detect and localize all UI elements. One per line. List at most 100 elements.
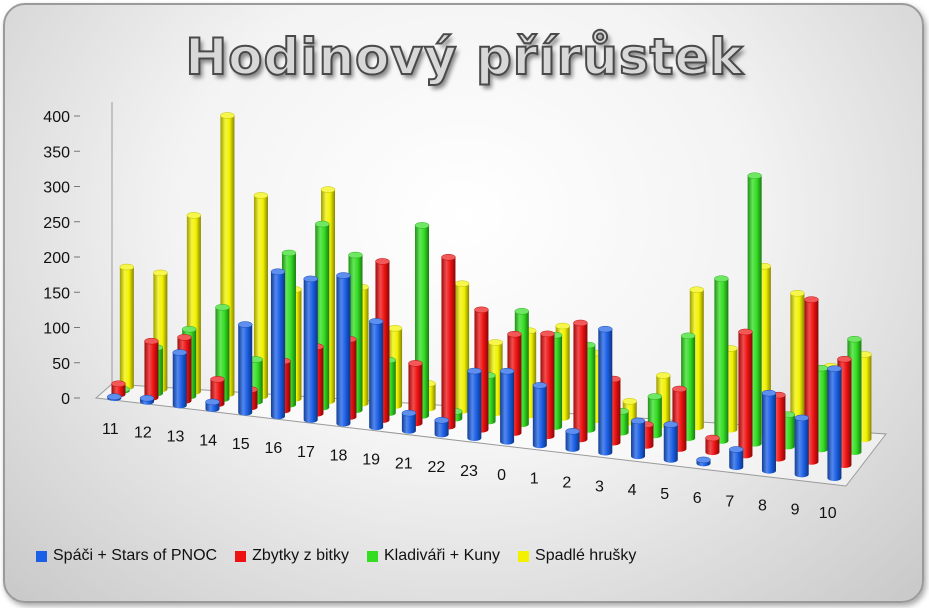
bar-2-6 xyxy=(705,434,720,456)
bar-1-13 xyxy=(172,349,188,409)
bar-top xyxy=(172,349,188,356)
legend-label-0: Spáči + Stars of PNOC xyxy=(53,547,218,564)
bar-1-15 xyxy=(237,321,253,416)
bar-body xyxy=(705,438,720,456)
bar-top xyxy=(514,308,530,315)
bar-top xyxy=(320,186,336,193)
bar-top xyxy=(837,355,852,363)
bar-top xyxy=(499,367,515,375)
bar-body xyxy=(663,424,678,463)
legend-item-3: Spadlé hrušky xyxy=(518,547,636,565)
bar-body xyxy=(729,449,744,471)
bar-top xyxy=(804,296,819,303)
bar-top xyxy=(387,325,403,332)
bar-top xyxy=(540,330,555,338)
bar-4-15 xyxy=(253,192,269,400)
y-tick-label: 0 xyxy=(61,391,70,408)
x-tick-label: 12 xyxy=(134,425,152,442)
bar-top xyxy=(507,330,522,338)
bar-top xyxy=(348,251,363,259)
bar-body xyxy=(238,324,253,416)
bar-top xyxy=(747,172,762,179)
bar-body xyxy=(455,283,470,414)
x-tick-label: 21 xyxy=(395,455,413,472)
bar-top xyxy=(647,393,663,400)
bar-1-14 xyxy=(205,398,220,413)
legend: Spáči + Stars of PNOC Zbytky z bitky Kla… xyxy=(36,545,636,567)
x-tick-label: 13 xyxy=(167,429,185,446)
bar-2-12 xyxy=(144,337,159,401)
bar-top xyxy=(253,192,269,199)
bar-body xyxy=(790,293,805,438)
bar-top xyxy=(111,380,126,388)
bar-body xyxy=(532,385,547,449)
y-tick-label: 50 xyxy=(52,356,70,373)
x-tick-label: 22 xyxy=(427,459,445,476)
bar-top xyxy=(794,414,809,422)
bar-top xyxy=(303,275,318,283)
bar-top xyxy=(696,456,711,464)
x-tick-label: 16 xyxy=(264,440,282,457)
bar-4-11 xyxy=(119,263,135,390)
bar-top xyxy=(630,417,646,425)
legend-label-2: Kladiváři + Kuny xyxy=(383,547,501,564)
bar-top xyxy=(656,372,671,379)
bar-body xyxy=(401,413,416,434)
bar-1-4 xyxy=(630,417,646,460)
bar-top xyxy=(663,421,679,428)
bar-top xyxy=(847,335,862,343)
bar-body xyxy=(761,393,776,474)
bar-top xyxy=(215,304,230,311)
bar-1-8 xyxy=(761,389,777,474)
bar-body xyxy=(434,420,449,438)
bar-2-2 xyxy=(573,319,588,443)
bar-top xyxy=(467,367,482,375)
x-tick-label: 9 xyxy=(791,501,800,518)
bar-1-1 xyxy=(532,382,548,449)
bar-body xyxy=(598,329,613,456)
legend-item-0: Spáči + Stars of PNOC xyxy=(36,547,217,565)
bar-body xyxy=(336,275,351,427)
legend-label-3: Spadlé hrušky xyxy=(535,547,637,564)
bar-1-18 xyxy=(336,272,351,427)
bar-top xyxy=(139,394,155,402)
bar-top xyxy=(210,376,225,383)
bar-1-17 xyxy=(303,275,318,423)
bar-body xyxy=(467,371,482,442)
legend-item-1: Zbytky z bitky xyxy=(235,547,349,565)
y-tick-label: 150 xyxy=(43,285,70,302)
bar-1-7 xyxy=(728,446,744,471)
bar-top xyxy=(408,360,423,367)
bar-4-22 xyxy=(454,280,470,414)
bar-top xyxy=(153,269,168,277)
bar-1-22 xyxy=(434,417,449,438)
bar-top xyxy=(532,382,548,389)
bar-body xyxy=(827,368,842,481)
x-tick-label: 4 xyxy=(628,482,637,499)
x-tick-label: 19 xyxy=(362,452,380,469)
legend-item-2: Kladiváři + Kuny xyxy=(366,547,501,565)
y-tick-label: 200 xyxy=(43,250,70,267)
x-tick-label: 5 xyxy=(660,486,669,503)
bar-1-2 xyxy=(565,428,580,452)
bar-top xyxy=(573,319,588,327)
bar-body xyxy=(565,431,580,452)
bar-1-9 xyxy=(794,414,809,478)
bar-top xyxy=(672,385,687,393)
bar-body xyxy=(794,417,809,478)
bar-2-11 xyxy=(111,380,126,398)
bar-top xyxy=(474,306,489,314)
bar-body xyxy=(738,331,753,459)
bar-1-6 xyxy=(696,456,711,467)
x-tick-label: 17 xyxy=(297,444,315,461)
bar-1-0 xyxy=(499,367,515,445)
bar-1-16 xyxy=(270,268,286,420)
bar-body xyxy=(369,321,384,431)
bar-body xyxy=(303,278,318,423)
bar-1-21 xyxy=(401,409,417,434)
bar-top xyxy=(336,272,351,279)
bar-top xyxy=(738,328,753,336)
y-tick-label: 400 xyxy=(43,109,70,126)
bar-top xyxy=(107,393,122,400)
